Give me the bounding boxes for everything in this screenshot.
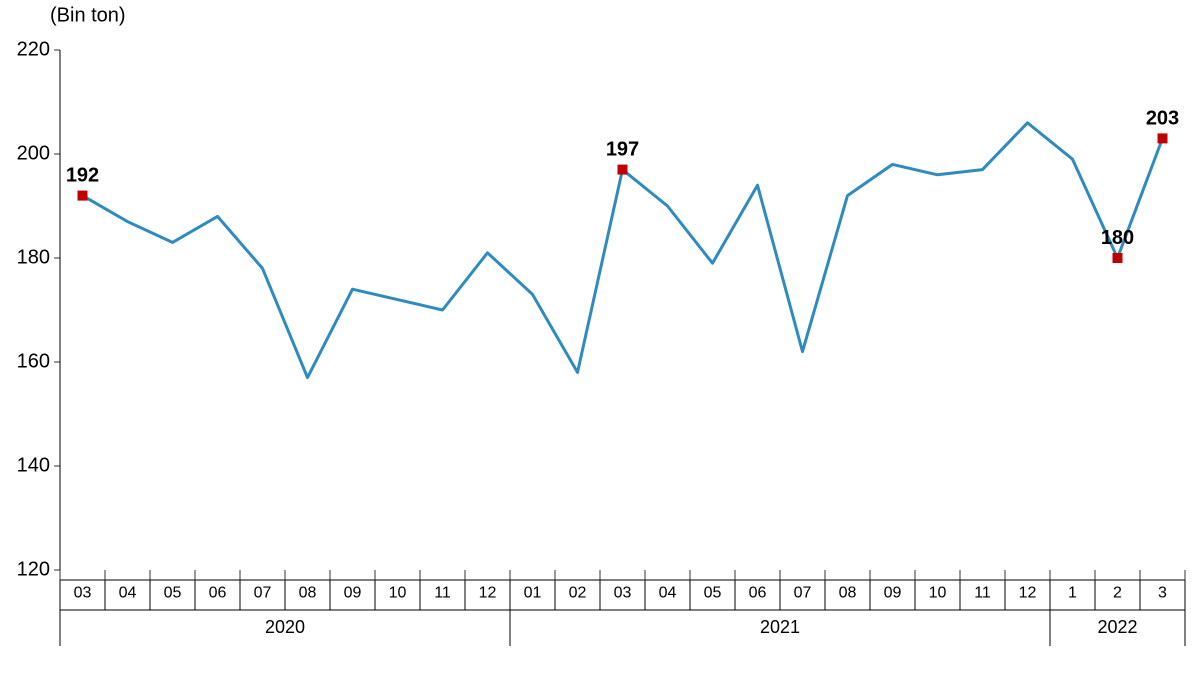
x-tick-label: 08 bbox=[839, 584, 857, 601]
x-tick-label: 06 bbox=[209, 584, 227, 601]
y-tick-label: 180 bbox=[17, 246, 50, 268]
x-tick-label: 10 bbox=[929, 584, 947, 601]
x-tick-label: 09 bbox=[344, 584, 362, 601]
x-tick-label: 11 bbox=[434, 584, 451, 601]
year-label: 2020 bbox=[265, 617, 305, 637]
x-tick-label: 3 bbox=[1158, 584, 1167, 601]
x-tick-label: 1 bbox=[1068, 584, 1077, 601]
x-tick-label: 04 bbox=[659, 584, 677, 601]
x-tick-label: 12 bbox=[1019, 584, 1037, 601]
x-tick-label: 04 bbox=[119, 584, 137, 601]
y-tick-label: 220 bbox=[17, 38, 50, 60]
year-label: 2021 bbox=[760, 617, 800, 637]
highlight-marker bbox=[78, 191, 88, 201]
y-tick-label: 200 bbox=[17, 142, 50, 164]
x-tick-label: 03 bbox=[74, 584, 92, 601]
x-tick-label: 07 bbox=[794, 584, 812, 601]
y-tick-label: 160 bbox=[17, 350, 50, 372]
x-tick-label: 11 bbox=[974, 584, 991, 601]
highlight-label: 203 bbox=[1146, 107, 1179, 129]
x-tick-label: 12 bbox=[479, 584, 497, 601]
x-tick-label: 10 bbox=[389, 584, 407, 601]
x-tick-label: 01 bbox=[524, 584, 542, 601]
highlight-marker bbox=[1158, 133, 1168, 143]
x-tick-label: 03 bbox=[614, 584, 632, 601]
x-tick-label: 05 bbox=[704, 584, 722, 601]
x-tick-label: 06 bbox=[749, 584, 767, 601]
y-tick-label: 140 bbox=[17, 454, 50, 476]
y-axis-title: (Bin ton) bbox=[50, 5, 126, 27]
highlight-label: 180 bbox=[1101, 227, 1134, 249]
x-tick-label: 07 bbox=[254, 584, 272, 601]
line-chart: (Bin ton)1201401601802002201921971802030… bbox=[0, 0, 1200, 675]
highlight-marker bbox=[618, 165, 628, 175]
chart-canvas: (Bin ton)1201401601802002201921971802030… bbox=[0, 0, 1200, 675]
x-tick-label: 02 bbox=[569, 584, 587, 601]
x-tick-label: 05 bbox=[164, 584, 182, 601]
year-label: 2022 bbox=[1097, 617, 1137, 637]
y-tick-label: 120 bbox=[17, 558, 50, 580]
highlight-label: 192 bbox=[66, 165, 99, 187]
x-tick-label: 09 bbox=[884, 584, 902, 601]
x-tick-label: 2 bbox=[1113, 584, 1122, 601]
x-tick-label: 08 bbox=[299, 584, 317, 601]
highlight-label: 197 bbox=[606, 139, 639, 161]
highlight-marker bbox=[1113, 253, 1123, 263]
